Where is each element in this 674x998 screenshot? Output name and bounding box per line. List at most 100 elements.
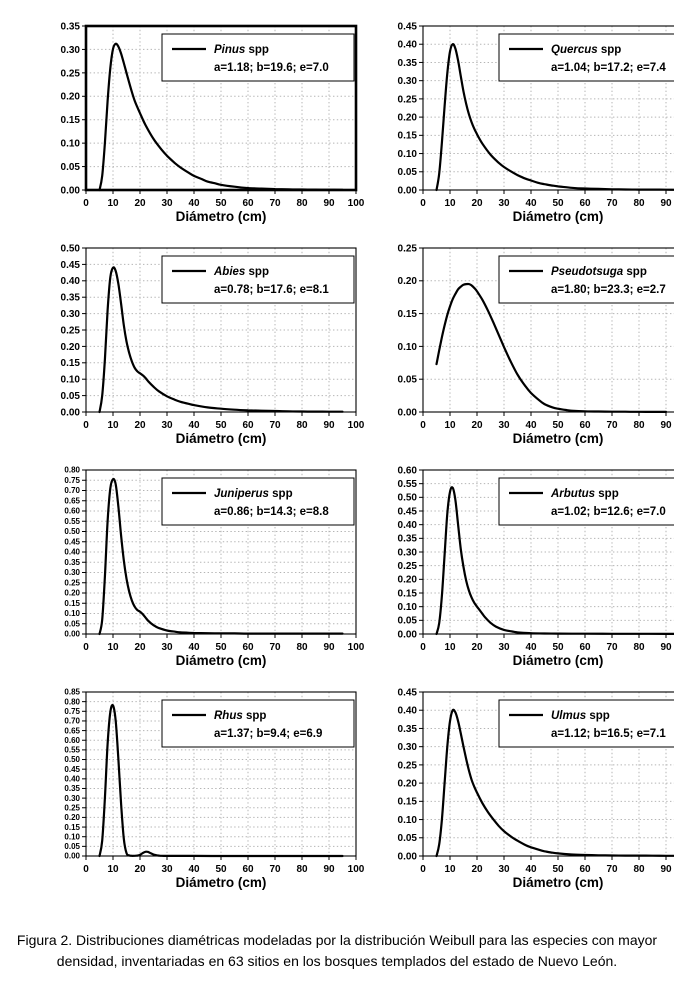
x-axis-title: Diámetro (cm) [513, 209, 604, 224]
y-axis-tick-label: 0.10 [61, 375, 81, 386]
legend-params-label: a=1.80; b=23.3; e=2.7 [551, 284, 666, 296]
y-axis-tick-label: 0.20 [398, 113, 418, 124]
legend-species-label: Pseudotsuga spp [551, 266, 647, 278]
y-axis-tick-label: 0.10 [398, 815, 418, 826]
y-axis-tick-label: 0.05 [61, 391, 81, 402]
y-axis-tick-label: 0.60 [64, 736, 80, 745]
y-axis-tick-label: 0.45 [64, 765, 80, 774]
y-axis-tick-label: 0.25 [398, 94, 418, 105]
x-axis-tick-label: 50 [215, 642, 227, 653]
y-axis-tick-label: 0.35 [64, 784, 80, 793]
y-axis-tick-label: 0.20 [398, 779, 418, 790]
legend-box [161, 699, 355, 748]
x-axis-tick-label: 30 [161, 198, 173, 209]
x-axis-tick-label: 60 [242, 864, 254, 875]
x-axis-tick-label: 20 [471, 642, 483, 653]
distribution-curve [435, 43, 674, 192]
y-axis-tick-label: 0.30 [61, 45, 81, 56]
x-axis-tick-label: 10 [444, 864, 456, 875]
y-axis-tick-label: 0.15 [398, 797, 418, 808]
y-axis-tick-label: 0.40 [398, 40, 418, 51]
y-axis-tick-label: 0.15 [61, 115, 81, 126]
y-axis-tick-label: 0.40 [64, 775, 80, 784]
x-axis-tick-label: 30 [498, 642, 510, 653]
y-axis-tick-label: 0.70 [64, 486, 80, 495]
y-axis-tick-label: 0.50 [64, 527, 80, 536]
y-axis-tick-label: 0.45 [398, 21, 418, 32]
y-axis-tick-label: 0.30 [64, 568, 80, 577]
x-axis-tick-label: 0 [420, 642, 426, 653]
x-axis-title: Diámetro (cm) [513, 653, 604, 668]
subplot-pinus: 0 10 20 30 40 50 60 70 80 90 100 0.00 0.05 0.10 0.15 0.… [40, 18, 365, 224]
x-axis-tick-label: 70 [606, 642, 618, 653]
y-axis-tick-label: 0.25 [398, 561, 418, 572]
x-axis-tick-label: 70 [269, 420, 281, 431]
x-axis-tick-label: 50 [215, 198, 227, 209]
y-axis-tick-label: 0.65 [64, 496, 80, 505]
x-axis-tick-label: 60 [579, 420, 591, 431]
x-axis-tick-label: 60 [579, 642, 591, 653]
y-axis-tick-label: 0.00 [398, 629, 418, 640]
y-axis-tick-label: 0.80 [64, 466, 80, 475]
y-axis-tick-label: 0.60 [398, 465, 418, 476]
x-axis-tick-label: 20 [134, 198, 146, 209]
x-axis-tick-label: 10 [444, 420, 456, 431]
y-axis-tick-label: 0.75 [64, 707, 80, 716]
y-axis-tick-label: 0.25 [61, 325, 81, 336]
x-axis-tick-label: 60 [242, 642, 254, 653]
y-axis-tick-label: 0.50 [64, 755, 80, 764]
legend-box [161, 255, 355, 304]
x-axis-tick-label: 50 [215, 864, 227, 875]
x-axis-tick-label: 10 [107, 864, 119, 875]
x-axis-title: Diámetro (cm) [513, 875, 604, 890]
y-axis-tick-label: 0.35 [61, 293, 81, 304]
y-axis-tick-label: 0.05 [398, 616, 418, 627]
x-axis-tick-label: 40 [188, 198, 200, 209]
y-axis-tick-label: 0.10 [398, 602, 418, 613]
legend-box [161, 477, 355, 526]
x-axis-tick-label: 80 [633, 198, 645, 209]
subplot-rhus: 0 10 20 30 40 50 60 70 80 90 100 0.00 0.05 0.10 0.15 0.… [40, 684, 364, 890]
legend-box [161, 33, 355, 82]
y-axis-tick-label: 0.20 [64, 813, 80, 822]
x-axis-tick-label: 30 [161, 642, 173, 653]
x-axis-tick-label: 50 [552, 642, 564, 653]
y-axis-tick-label: 0.25 [64, 803, 80, 812]
x-axis-tick-label: 0 [420, 420, 426, 431]
legend-params-label: a=1.12; b=16.5; e=7.1 [551, 728, 666, 740]
y-axis-tick-label: 0.30 [64, 794, 80, 803]
y-axis-tick-label: 0.15 [398, 309, 418, 320]
x-axis-tick-label: 60 [242, 420, 254, 431]
x-axis-tick-label: 50 [552, 864, 564, 875]
y-axis-tick-label: 0.55 [398, 479, 418, 490]
y-axis-tick-label: 0.55 [64, 746, 80, 755]
x-axis-tick-label: 100 [348, 198, 365, 209]
y-axis-tick-label: 0.00 [64, 852, 80, 861]
y-axis-tick-label: 0.30 [61, 309, 81, 320]
distribution-curve [98, 42, 344, 192]
y-axis-tick-label: 0.40 [64, 548, 80, 557]
x-axis-tick-label: 10 [107, 420, 119, 431]
y-axis-tick-label: 0.80 [64, 697, 80, 706]
x-axis-tick-label: 30 [498, 198, 510, 209]
x-axis-tick-label: 20 [471, 864, 483, 875]
y-axis-tick-label: 0.35 [398, 724, 418, 735]
y-axis-tick-label: 0.00 [64, 630, 80, 639]
x-axis-tick-label: 10 [444, 198, 456, 209]
x-axis-tick-label: 80 [633, 864, 645, 875]
x-axis-tick-label: 20 [471, 198, 483, 209]
distribution-curve [435, 708, 674, 858]
y-axis-tick-label: 0.10 [61, 139, 81, 150]
x-axis-tick-label: 0 [420, 864, 426, 875]
x-axis-tick-label: 60 [242, 198, 254, 209]
y-axis-tick-label: 0.35 [64, 558, 80, 567]
y-axis-tick-label: 0.60 [64, 507, 80, 516]
distribution-curve [435, 282, 668, 413]
y-axis-tick-label: 0.25 [398, 760, 418, 771]
x-axis-tick-label: 70 [269, 864, 281, 875]
x-axis-tick-label: 100 [348, 420, 365, 431]
x-axis-tick-label: 40 [525, 420, 537, 431]
figure-caption: Figura 2. Distribuciones diamétricas mod… [16, 932, 658, 969]
y-axis-tick-label: 0.25 [61, 68, 81, 79]
y-axis-tick-label: 0.05 [64, 842, 80, 851]
